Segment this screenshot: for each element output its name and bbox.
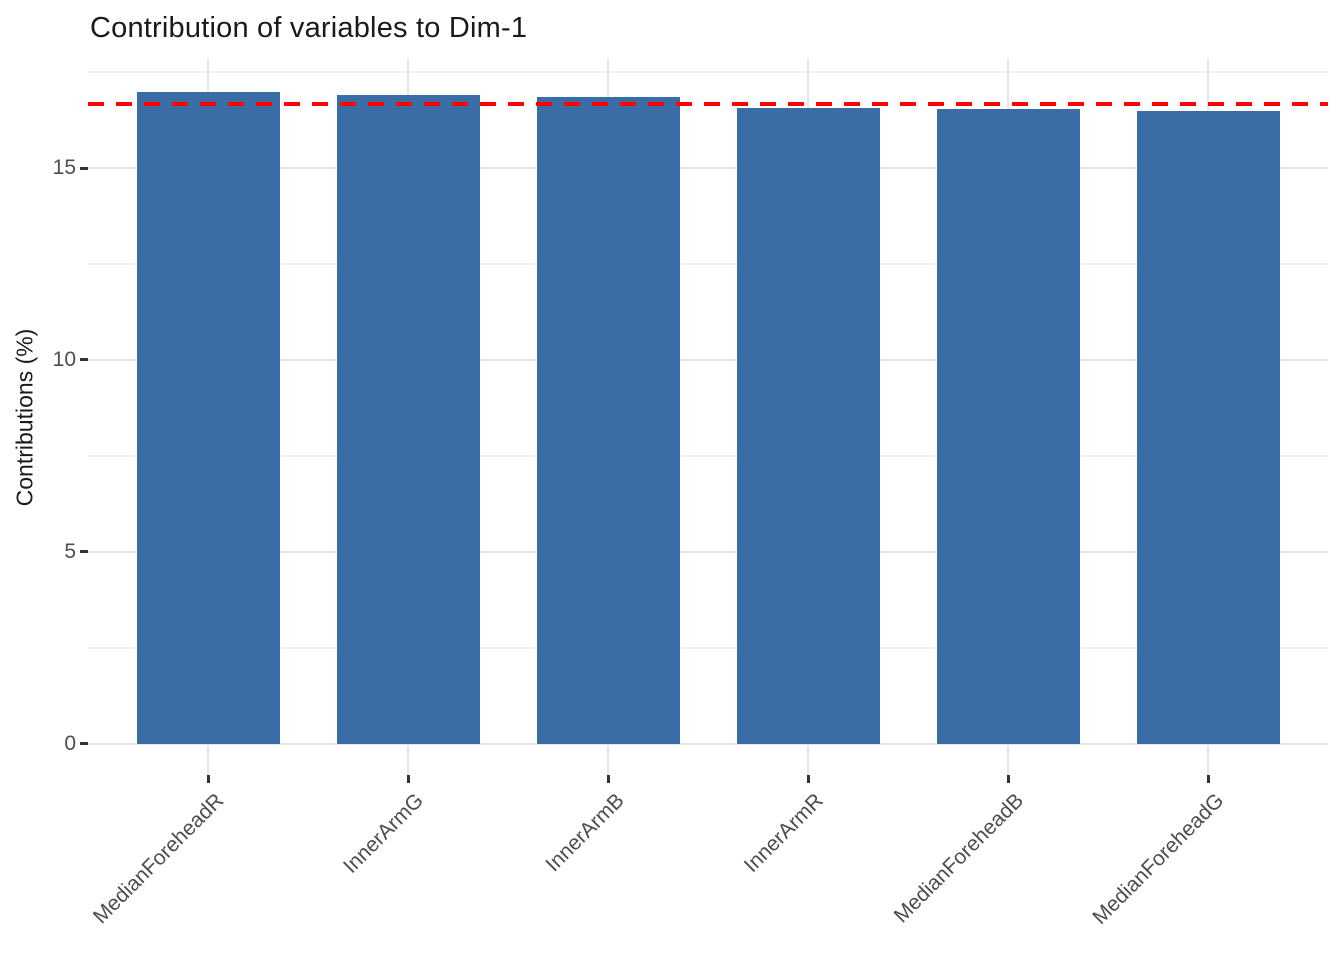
x-tick-mark (806, 775, 810, 783)
x-tick-mark (206, 775, 210, 783)
bar-InnerArmB (536, 97, 680, 744)
gridline-major (88, 358, 1328, 361)
bar-InnerArmG (336, 95, 480, 744)
x-tick-mark (1006, 775, 1010, 783)
x-tick-label: InnerArmB (541, 789, 629, 877)
x-tick-mark (606, 775, 610, 783)
gridline-minor (88, 455, 1328, 457)
bar-MedianForeheadR (136, 92, 280, 744)
y-tick-mark (80, 742, 88, 746)
y-tick-label: 5 (64, 539, 76, 563)
gridline-major (88, 550, 1328, 553)
reference-line (88, 101, 1328, 106)
gridline-minor (88, 71, 1328, 73)
x-tick-mark (406, 775, 410, 783)
gridline-major (88, 167, 1328, 170)
x-tick-label: MedianForeheadB (889, 789, 1029, 928)
gridline-major (88, 742, 1328, 745)
y-axis-title: Contributions (%) (2, 0, 48, 834)
plot-panel (88, 59, 1328, 775)
x-tick-label: InnerArmG (339, 789, 429, 878)
gridline-minor (88, 263, 1328, 265)
bar-InnerArmR (736, 107, 880, 744)
y-tick-mark (80, 550, 88, 554)
chart-title: Contribution of variables to Dim-1 (90, 12, 528, 44)
y-tick-label: 10 (52, 347, 76, 371)
x-tick-label: MedianForeheadG (1088, 789, 1229, 930)
bar-MedianForeheadG (1136, 110, 1280, 744)
bar-MedianForeheadB (936, 109, 1080, 744)
y-tick-mark (80, 166, 88, 170)
x-tick-mark (1206, 775, 1210, 783)
x-tick-label: InnerArmR (740, 789, 829, 878)
y-tick-mark (80, 358, 88, 362)
gridline-minor (88, 647, 1328, 649)
y-tick-label: 15 (52, 156, 76, 180)
y-tick-label: 0 (64, 731, 76, 755)
x-tick-label: MedianForeheadR (89, 789, 229, 929)
